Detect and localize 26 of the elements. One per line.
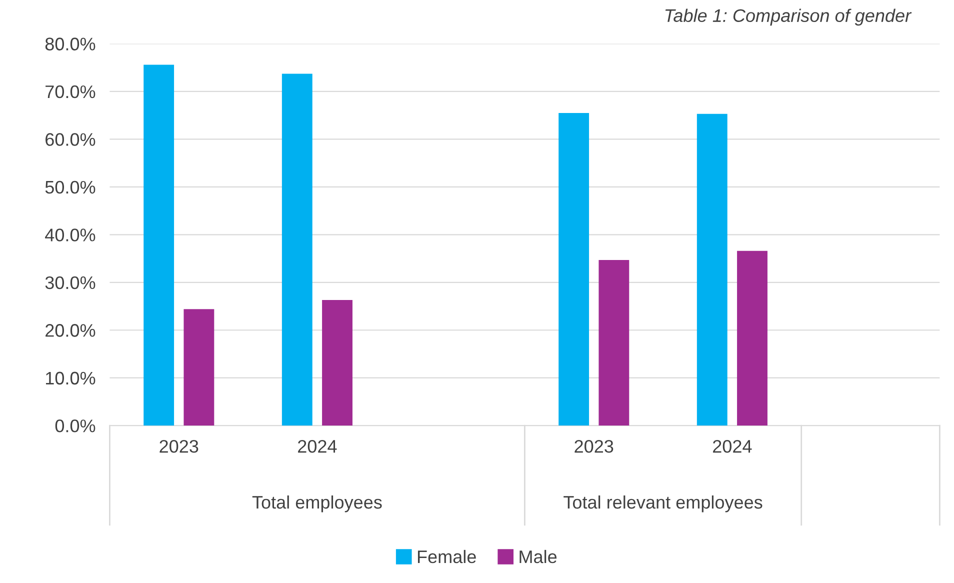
bar (282, 74, 312, 426)
y-tick-label: 70.0% (46, 85, 96, 98)
y-tick-label: 50.0% (45, 180, 96, 194)
y-tick-label: 80.0% (45, 38, 96, 50)
x-tick-label: 2024 (713, 440, 752, 453)
y-tick-label: 10.0% (46, 372, 96, 385)
y-tick-label: 30.0% (45, 276, 96, 290)
bar (558, 112, 590, 426)
y-tick-label: 40.0% (45, 228, 96, 242)
bar (144, 64, 174, 426)
y-tick-label: 0.0% (55, 420, 96, 432)
x-tick-label: 2023 (574, 440, 614, 453)
x-tick-label: 2023 (160, 440, 198, 453)
chart-title: Table 1: Comparison of gender (665, 8, 912, 26)
y-tick-label: 60.0% (46, 133, 96, 146)
text: Total employees (252, 495, 382, 512)
bar (696, 114, 728, 426)
bar (322, 300, 352, 426)
bar (598, 260, 630, 426)
text: Total relevant employees (564, 495, 762, 512)
y-tick-label: 20.0% (46, 324, 96, 337)
x-tick-label: 2024 (298, 440, 337, 453)
legend-label: Female (418, 550, 476, 564)
legend-label: Male (520, 550, 557, 564)
bar (737, 250, 768, 426)
bar (184, 309, 214, 426)
